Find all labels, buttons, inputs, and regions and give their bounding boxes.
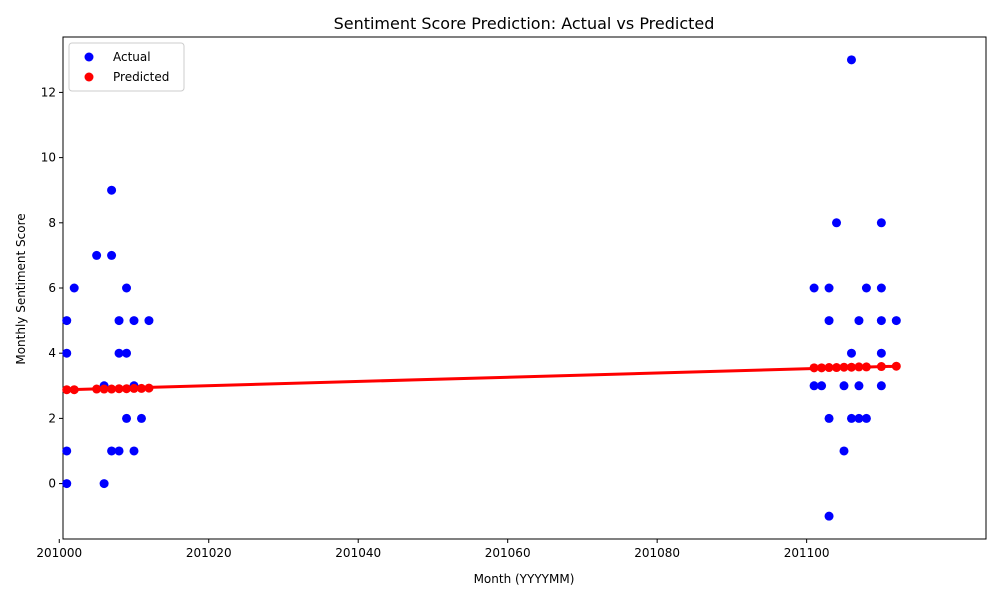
- point-actual: [136, 413, 146, 423]
- plot-area: 201000 201020 201040 201060 201080 201100 0 2 4…: [36, 36, 987, 560]
- x-tick-label: 201080: [634, 546, 680, 560]
- point-predicted: [136, 383, 146, 393]
- point-actual: [122, 348, 132, 358]
- y-tick-label: 10: [41, 151, 56, 165]
- y-tick-label: 8: [48, 216, 56, 230]
- point-predicted: [69, 385, 79, 395]
- point-actual: [129, 316, 139, 326]
- point-actual: [854, 316, 864, 326]
- point-predicted: [832, 363, 842, 373]
- y-tick-label: 12: [41, 85, 56, 99]
- x-tick-label: 201000: [36, 546, 82, 560]
- point-actual: [861, 283, 871, 293]
- y-axis-label: Monthly Sentiment Score: [14, 213, 28, 364]
- point-actual: [861, 413, 871, 423]
- point-actual: [107, 446, 117, 456]
- point-actual: [62, 479, 72, 489]
- x-axis: 201000 201020 201040 201060 201080 201100: [36, 539, 830, 560]
- point-actual: [809, 283, 819, 293]
- regression-line: [66, 364, 897, 392]
- point-actual: [876, 218, 886, 228]
- fit-line-layer: [66, 364, 897, 392]
- point-predicted: [114, 384, 124, 394]
- point-actual: [122, 283, 132, 293]
- point-actual: [62, 348, 72, 358]
- point-actual: [817, 381, 827, 391]
- point-actual: [846, 413, 856, 423]
- point-actual: [144, 316, 154, 326]
- point-actual: [824, 316, 834, 326]
- point-predicted: [809, 363, 819, 373]
- point-actual: [122, 413, 132, 423]
- point-predicted: [824, 363, 834, 373]
- point-actual: [854, 413, 864, 423]
- point-actual: [846, 55, 856, 65]
- legend-box: [68, 42, 185, 92]
- point-actual: [846, 348, 856, 358]
- x-axis-label: Month (YYYYMM): [474, 572, 575, 586]
- x-tick-label: 201100: [784, 546, 830, 560]
- point-predicted: [129, 383, 139, 393]
- point-actual: [839, 446, 849, 456]
- legend-marker-actual: [84, 52, 94, 62]
- y-tick-label: 4: [48, 346, 56, 360]
- y-axis: 0 2 4 6 8 10 12: [41, 85, 63, 491]
- point-actual: [107, 250, 117, 260]
- point-actual: [114, 316, 124, 326]
- point-actual: [824, 283, 834, 293]
- point-actual: [69, 283, 79, 293]
- point-actual: [891, 316, 901, 326]
- legend-marker-predicted: [84, 72, 94, 82]
- point-actual: [824, 511, 834, 521]
- x-tick-label: 201060: [485, 546, 531, 560]
- point-predicted: [62, 385, 72, 395]
- legend: Actual Predicted: [68, 42, 185, 92]
- point-predicted: [122, 384, 132, 394]
- legend-label-predicted: Predicted: [113, 70, 169, 84]
- point-actual: [92, 250, 102, 260]
- x-tick-label: 201040: [335, 546, 381, 560]
- point-predicted: [846, 362, 856, 372]
- point-actual: [876, 348, 886, 358]
- point-predicted: [99, 384, 109, 394]
- point-predicted: [839, 362, 849, 372]
- point-actual: [876, 381, 886, 391]
- points-layer: [62, 55, 901, 521]
- point-actual: [876, 316, 886, 326]
- point-actual: [809, 381, 819, 391]
- point-actual: [854, 381, 864, 391]
- y-tick-label: 0: [48, 477, 56, 491]
- point-actual: [876, 283, 886, 293]
- point-actual: [839, 381, 849, 391]
- point-predicted: [107, 384, 117, 394]
- point-actual: [824, 413, 834, 423]
- point-actual: [62, 316, 72, 326]
- y-tick-label: 6: [48, 281, 56, 295]
- point-predicted: [817, 363, 827, 373]
- y-tick-label: 2: [48, 411, 56, 425]
- point-actual: [832, 218, 842, 228]
- point-actual: [62, 446, 72, 456]
- x-tick-label: 201020: [186, 546, 232, 560]
- point-actual: [114, 348, 124, 358]
- point-actual: [114, 446, 124, 456]
- point-actual: [107, 185, 117, 195]
- chart-title: Sentiment Score Prediction: Actual vs Pr…: [334, 14, 715, 33]
- point-predicted: [854, 362, 864, 372]
- legend-label-actual: Actual: [113, 50, 151, 64]
- point-predicted: [861, 362, 871, 372]
- point-predicted: [144, 383, 154, 393]
- point-predicted: [891, 361, 901, 371]
- point-actual: [129, 446, 139, 456]
- point-predicted: [92, 384, 102, 394]
- point-predicted: [876, 362, 886, 372]
- point-actual: [99, 479, 109, 489]
